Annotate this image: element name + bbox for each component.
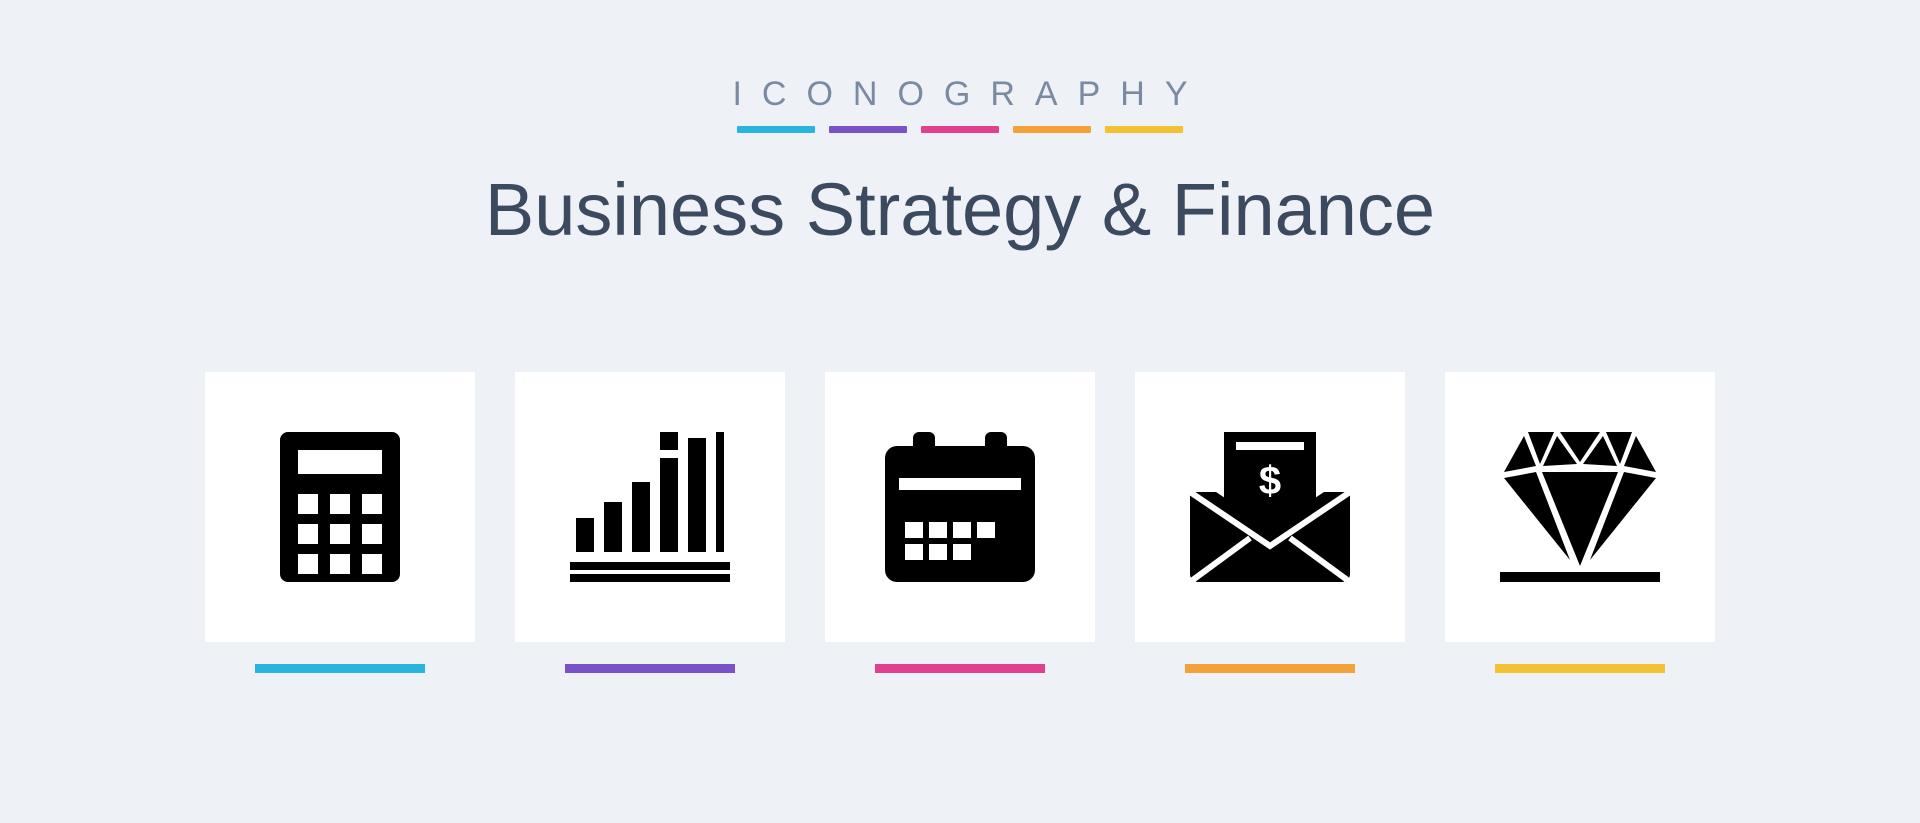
- accent-bar: [1495, 664, 1665, 673]
- accent-bar: [255, 664, 425, 673]
- accent-bar: [1185, 664, 1355, 673]
- bar-chart-icon: [570, 432, 730, 582]
- calendar-icon: [885, 432, 1035, 582]
- strip-segment-1: [737, 126, 815, 133]
- icon-tile: [825, 372, 1095, 642]
- calculator-icon: [280, 432, 400, 582]
- icon-card-diamond: [1445, 372, 1715, 673]
- icon-tile: [205, 372, 475, 642]
- icon-card-bar-chart: [515, 372, 785, 673]
- page-title: Business Strategy & Finance: [485, 167, 1435, 252]
- icon-tile: [1445, 372, 1715, 642]
- icon-tile: [515, 372, 785, 642]
- accent-bar: [875, 664, 1045, 673]
- icon-row: $: [205, 372, 1715, 673]
- svg-text:$: $: [1259, 459, 1281, 503]
- icon-tile: $: [1135, 372, 1405, 642]
- icon-card-calendar: [825, 372, 1095, 673]
- icon-card-money-mail: $: [1135, 372, 1405, 673]
- strip-segment-5: [1105, 126, 1183, 133]
- brand-label: ICONOGRAPHY: [712, 75, 1207, 114]
- header: ICONOGRAPHY Business Strategy & Finance: [0, 0, 1920, 252]
- strip-segment-2: [829, 126, 907, 133]
- accent-bar: [565, 664, 735, 673]
- money-mail-icon: $: [1190, 432, 1350, 582]
- brand-color-strip: [737, 126, 1183, 133]
- strip-segment-3: [921, 126, 999, 133]
- icon-card-calculator: [205, 372, 475, 673]
- strip-segment-4: [1013, 126, 1091, 133]
- diamond-icon: [1500, 432, 1660, 582]
